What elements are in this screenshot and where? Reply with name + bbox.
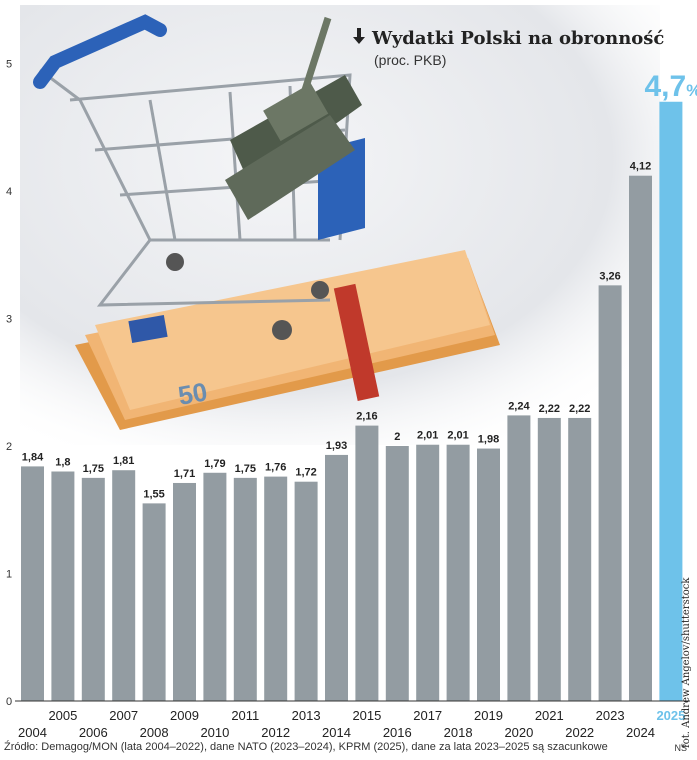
x-tick-label: 2017	[413, 708, 442, 723]
data-label-2004: 1,84	[22, 451, 44, 463]
x-tick-label: 2014	[322, 725, 351, 740]
arrow-down-icon	[352, 28, 366, 49]
data-label-2009: 1,71	[174, 468, 195, 480]
x-tick-label: 2006	[79, 725, 108, 740]
svg-text:50: 50	[176, 376, 210, 411]
x-tick-label: 2021	[535, 708, 564, 723]
chart-subtitle: (proc. PKB)	[374, 52, 447, 68]
x-tick-label: 2018	[444, 725, 473, 740]
data-label-2016: 2	[394, 431, 400, 443]
chart-title-text: Wydatki Polski na obronność	[372, 28, 665, 49]
y-tick-label: 3	[6, 314, 12, 326]
x-tick-label: 2025	[656, 708, 685, 723]
x-tick-label: 2015	[352, 708, 381, 723]
y-tick-label: 2	[6, 441, 12, 453]
bar-2016	[385, 446, 409, 701]
x-tick-label: 2016	[383, 725, 412, 740]
bar-2010	[203, 472, 227, 701]
bar-2022	[568, 417, 592, 701]
data-label-2017: 2,01	[417, 430, 438, 442]
bar-2009	[173, 482, 196, 701]
data-label-2006: 1,75	[83, 463, 104, 475]
bar-2004	[21, 466, 44, 701]
cart-handle-image	[33, 14, 167, 89]
x-tick-label: 2022	[565, 725, 594, 740]
data-label-2018: 2,01	[447, 430, 468, 442]
author-initials: NS	[674, 743, 687, 753]
chart-title: Wydatki Polski na obronność	[352, 28, 664, 49]
data-label-2023: 3,26	[599, 270, 620, 282]
source-note: Źródło: Demagog/MON (lata 2004–2022), da…	[4, 741, 608, 753]
tank-toy-image	[225, 16, 362, 220]
bars	[21, 101, 683, 701]
data-label-2013: 1,72	[295, 467, 316, 479]
x-tick-label: 2019	[474, 708, 503, 723]
x-axis-labels: 2004200520062007200820092010201120122013…	[18, 708, 685, 740]
bar-2019	[477, 448, 500, 701]
data-label-2015: 2,16	[356, 411, 377, 423]
x-tick-label: 2024	[626, 725, 655, 740]
y-tick-label: 5	[6, 59, 12, 71]
euro-banknotes-image: 50	[75, 250, 500, 430]
bar-2008	[142, 503, 166, 701]
x-tick-label: 2009	[170, 708, 199, 723]
data-label-2020: 2,24	[508, 400, 530, 412]
x-tick-label: 2012	[261, 725, 290, 740]
bar-2014	[325, 454, 348, 701]
y-tick-label: 0	[6, 696, 12, 708]
data-label-2008: 1,55	[143, 488, 164, 500]
bar-2006	[81, 477, 105, 701]
bar-2021	[537, 417, 561, 701]
y-axis: 0 1 2 3 4 5	[6, 59, 12, 709]
value-labels: 1,84 1,8 1,75 1,81 1,55 1,71 1,79 1,75 1,76 1,72 1…	[22, 70, 697, 501]
bar-2013	[294, 481, 318, 701]
data-label-2011: 1,75	[235, 463, 256, 475]
data-label-2019: 1,98	[478, 434, 499, 446]
chart-title-block: Wydatki Polski na obronność (proc. PKB)	[352, 28, 664, 68]
x-tick-label: 2020	[504, 725, 533, 740]
bar-2007	[112, 470, 136, 701]
photo-credit: fot. Andrew Angelov/shutterstock	[681, 577, 692, 748]
bar-2017	[416, 444, 440, 701]
bar-2011	[233, 477, 257, 701]
data-label-2024: 4,12	[630, 161, 651, 173]
photo-illustration: 50	[20, 5, 660, 445]
bar-2018	[446, 444, 470, 701]
data-label-2021: 2,22	[539, 403, 560, 415]
bar-2020	[507, 415, 531, 701]
data-label-2025: 4,7%	[644, 70, 697, 103]
x-tick-label: 2011	[231, 708, 259, 723]
x-tick-label: 2013	[292, 708, 321, 723]
data-label-2007: 1,81	[113, 455, 134, 467]
bar-2005	[51, 471, 75, 701]
y-tick-label: 4	[6, 186, 12, 198]
bar-2025	[659, 101, 683, 701]
data-label-2005: 1,8	[55, 457, 70, 469]
bar-2023	[598, 285, 622, 701]
data-label-2014: 1,93	[326, 440, 347, 452]
x-tick-label: 2023	[596, 708, 625, 723]
x-tick-label: 2010	[200, 725, 229, 740]
x-tick-label: 2007	[109, 708, 138, 723]
bar-2015	[355, 425, 379, 701]
bar-2012	[264, 476, 288, 701]
data-label-2010: 1,79	[204, 458, 225, 470]
x-tick-label: 2008	[140, 725, 169, 740]
bar-2024	[629, 175, 652, 701]
data-label-2022: 2,22	[569, 403, 590, 415]
x-tick-label: 2004	[18, 725, 47, 740]
data-label-2012: 1,76	[265, 462, 286, 474]
x-tick-label: 2005	[48, 708, 77, 723]
y-tick-label: 1	[6, 569, 12, 581]
